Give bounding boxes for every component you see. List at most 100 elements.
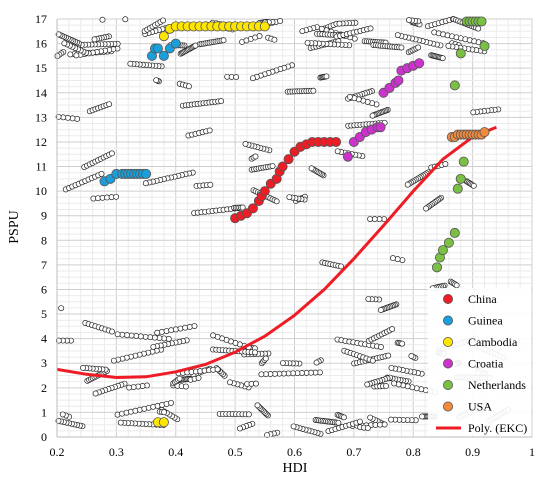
background-point [423,205,430,212]
background-point [453,282,460,289]
background-point [408,353,415,359]
background-point [364,425,371,432]
y-tick-label: 10 [35,184,47,198]
background-point [369,357,376,364]
background-point [385,352,392,359]
y-tick-label: 14 [35,86,47,100]
series-point-guinea [141,168,152,179]
x-tick-label: 0.2 [50,445,65,459]
background-point [126,384,133,391]
background-point [160,17,167,24]
background-point [80,364,86,371]
background-point [256,33,263,39]
background-point [286,194,293,201]
background-point [394,256,401,263]
background-point [158,328,165,335]
background-point [154,329,161,336]
background-point [313,359,320,366]
background-point [399,257,406,264]
series-point-croatia [414,58,425,69]
background-point [262,355,269,362]
background-point [269,163,276,169]
legend-marker-croatia [442,358,453,369]
background-point [207,181,214,188]
background-point [254,402,261,409]
series-point-guinea [170,38,181,49]
legend-marker-guinea [442,315,453,326]
background-points [54,16,512,438]
y-tick-label: 2 [41,381,47,395]
background-point [177,325,184,332]
background-point [91,36,98,43]
y-tick-label: 7 [41,258,47,272]
background-point [415,44,422,51]
background-point [388,364,395,371]
background-point [340,414,347,421]
y-tick-label: 1 [41,405,47,419]
background-point [106,101,113,108]
series-point-netherlands [452,183,463,194]
background-point [110,357,117,364]
background-point [59,411,66,418]
y-tick-label: 13 [35,110,47,124]
background-point [122,16,129,23]
series-point-cambodia [158,417,169,428]
y-tick-label: 17 [35,12,47,26]
background-point [214,366,221,373]
background-point [398,44,405,51]
background-point [220,37,227,44]
background-point [364,381,371,388]
x-tick-label: 1 [529,445,535,459]
background-point [114,331,121,338]
y-tick-label: 16 [35,37,47,51]
background-point [252,153,259,160]
series-point-netherlands [443,237,454,248]
background-point [161,409,168,416]
legend-label-cambodia: Cambodia [468,335,518,349]
x-tick-label: 0.4 [168,445,183,459]
x-tick-label: 0.5 [228,445,243,459]
y-axis-title: PSPU [7,210,22,243]
background-point [279,360,286,367]
background-point [394,32,401,38]
background-point [445,42,452,49]
background-point [336,20,343,27]
background-point [475,25,482,32]
background-point [356,418,363,425]
background-point [150,343,157,350]
background-point [470,182,477,189]
background-point [242,140,249,147]
background-point [127,60,134,67]
background-point [308,165,315,172]
background-point [318,25,325,32]
background-point [249,75,256,82]
x-tick-label: 0.3 [109,445,124,459]
series-point-netherlands [449,227,460,238]
background-point [195,374,202,381]
legend-label-usa: USA [468,400,492,414]
background-point [367,414,374,421]
background-point [346,93,353,100]
background-point [304,39,311,46]
legend: China Guinea Cambodia Croatia Netherlands USA… [428,288,531,436]
background-point [389,326,396,333]
legend-marker-usa [442,401,453,412]
background-point [58,305,65,312]
background-point [381,421,388,428]
background-point [182,324,189,331]
background-point [245,411,252,418]
background-point [377,307,384,313]
background-point [299,28,306,35]
series-point-china [283,154,294,165]
y-tick-label: 5 [41,307,47,321]
background-point [390,255,396,262]
series-point-netherlands [431,262,442,273]
series-point-netherlands [476,16,487,27]
background-point [218,98,225,105]
background-point [378,344,384,350]
series-point-china [277,161,288,172]
background-point [172,326,179,333]
background-point [252,380,259,387]
background-point [277,18,284,24]
